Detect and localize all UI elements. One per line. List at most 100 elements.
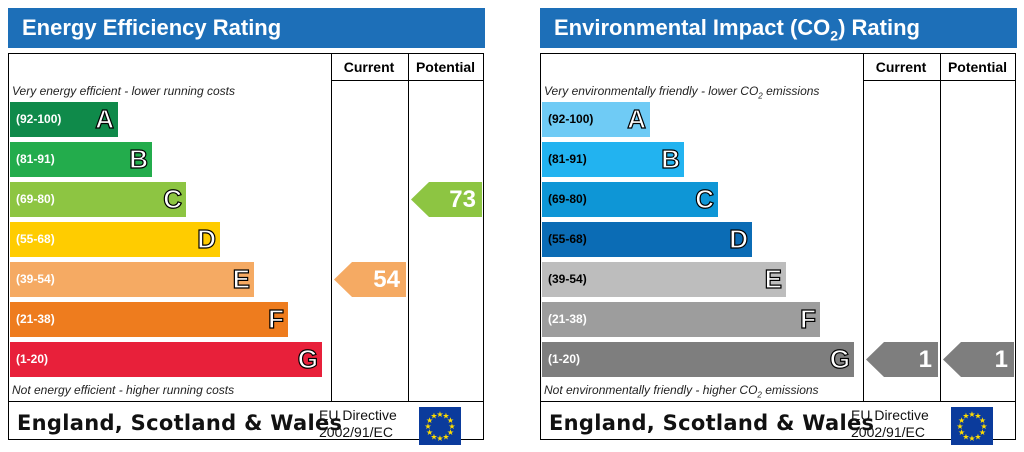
- energy-row-divider: [331, 80, 483, 81]
- env-band-letter: E: [764, 263, 783, 294]
- energy-footer-directive: EU Directive 2002/91/EC: [319, 407, 397, 441]
- eu-star-icon: ★: [968, 434, 975, 443]
- eu-star-icon: ★: [448, 422, 455, 431]
- eu-star-icon: ★: [436, 410, 443, 419]
- env-potential-rating-arrow: 1: [943, 342, 1014, 377]
- eu-star-icon: ★: [968, 410, 975, 419]
- env-band-c: (69-80) C: [542, 182, 718, 217]
- energy-directive-line2: 2002/91/EC: [319, 424, 393, 440]
- env-current-rating-value: 1: [918, 346, 932, 373]
- env-potential-header: Potential: [947, 59, 1008, 75]
- eu-star-icon: ★: [974, 432, 981, 441]
- eu-star-icon: ★: [442, 412, 449, 421]
- eu-star-icon: ★: [426, 428, 433, 437]
- env-band-letter: G: [829, 343, 850, 374]
- energy-band-letter: E: [232, 263, 251, 294]
- env-band-letter: A: [627, 103, 647, 134]
- eu-star-icon: ★: [430, 432, 437, 441]
- env-band-e: (39-54) E: [542, 262, 786, 297]
- env-current-header: Current: [875, 59, 927, 75]
- env-band-range: (92-100): [548, 112, 594, 126]
- energy-band-letter: A: [95, 103, 115, 134]
- energy-band-a: (92-100) A: [10, 102, 118, 137]
- env-grid: Current Potential Very environmentally f…: [540, 53, 1016, 445]
- env-band-letter: C: [695, 183, 715, 214]
- energy-band-b: (81-91) B: [10, 142, 152, 177]
- env-column-divider: [940, 54, 941, 402]
- env-band-a: (92-100) A: [542, 102, 650, 137]
- energy-row-divider: [9, 401, 483, 402]
- energy-band-g: (1-20) G: [10, 342, 322, 377]
- env-band-letter: F: [800, 303, 817, 334]
- energy-band-e: (39-54) E: [10, 262, 254, 297]
- energy-band-c: (69-80) C: [10, 182, 186, 217]
- env-band-d: (55-68) D: [542, 222, 752, 257]
- energy-band-range: (55-68): [16, 232, 55, 246]
- energy-band-range: (39-54): [16, 272, 55, 286]
- energy-potential-rating-arrow: 73: [411, 182, 482, 217]
- eu-stars-icon: ★★★★★★★★★★★★: [424, 410, 455, 443]
- energy-potential-rating-value: 73: [449, 186, 476, 213]
- env-footer-country: England, Scotland & Wales: [549, 411, 875, 435]
- energy-band-d: (55-68) D: [10, 222, 220, 257]
- env-band-range: (1-20): [548, 352, 581, 366]
- eu-star-icon: ★: [962, 432, 969, 441]
- env-band-range: (21-38): [548, 312, 587, 326]
- energy-band-range: (92-100): [16, 112, 62, 126]
- energy-band-letter: D: [197, 223, 217, 254]
- env-band-f: (21-38) F: [542, 302, 820, 337]
- energy-band-letter: G: [297, 343, 318, 374]
- energy-band-letter: B: [129, 143, 149, 174]
- eu-star-icon: ★: [447, 428, 454, 437]
- energy-column-divider: [408, 54, 409, 402]
- energy-title: Energy Efficiency Rating: [8, 8, 485, 48]
- env-footer-directive: EU Directive 2002/91/EC: [851, 407, 929, 441]
- energy-band-range: (1-20): [16, 352, 49, 366]
- eu-star-icon: ★: [980, 422, 987, 431]
- eu-stars-icon: ★★★★★★★★★★★★: [956, 410, 987, 443]
- eu-star-icon: ★: [979, 416, 986, 425]
- environmental-impact-panel: Environmental Impact (CO2) Rating Curren…: [540, 8, 1017, 448]
- energy-band-range: (69-80): [16, 192, 55, 206]
- env-row-divider: [541, 401, 1015, 402]
- energy-band-letter: F: [268, 303, 285, 334]
- env-band-b: (81-91) B: [542, 142, 684, 177]
- eu-star-icon: ★: [979, 428, 986, 437]
- energy-current-rating-value: 54: [373, 266, 400, 293]
- eu-star-icon: ★: [436, 434, 443, 443]
- env-potential-rating-value: 1: [994, 346, 1008, 373]
- env-title: Environmental Impact (CO2) Rating: [540, 8, 1017, 48]
- eu-star-icon: ★: [974, 412, 981, 421]
- env-band-letter: D: [729, 223, 749, 254]
- eu-star-icon: ★: [962, 412, 969, 421]
- eu-star-icon: ★: [958, 416, 965, 425]
- energy-top-caption: Very energy efficient - lower running co…: [12, 84, 235, 98]
- env-current-rating-arrow: 1: [866, 342, 938, 377]
- env-band-range: (69-80): [548, 192, 587, 206]
- env-band-g: (1-20) G: [542, 342, 854, 377]
- energy-footer-country: England, Scotland & Wales: [17, 411, 343, 435]
- env-bottom-caption: Not environmentally friendly - higher CO…: [544, 383, 819, 400]
- energy-potential-header: Potential: [415, 59, 476, 75]
- energy-band-range: (21-38): [16, 312, 55, 326]
- env-band-range: (55-68): [548, 232, 587, 246]
- eu-star-icon: ★: [447, 416, 454, 425]
- eu-star-icon: ★: [958, 428, 965, 437]
- energy-band-letter: C: [163, 183, 183, 214]
- energy-current-rating-arrow: 54: [334, 262, 406, 297]
- env-directive-line2: 2002/91/EC: [851, 424, 925, 440]
- energy-bottom-caption: Not energy efficient - higher running co…: [12, 383, 235, 397]
- env-directive-line1: EU Directive: [851, 407, 929, 423]
- energy-band-f: (21-38) F: [10, 302, 288, 337]
- env-top-caption: Very environmentally friendly - lower CO…: [544, 84, 820, 101]
- energy-band-range: (81-91): [16, 152, 55, 166]
- env-band-range: (81-91): [548, 152, 587, 166]
- env-row-divider: [863, 80, 1015, 81]
- energy-column-divider: [331, 54, 332, 402]
- eu-star-icon: ★: [424, 422, 431, 431]
- eu-star-icon: ★: [430, 412, 437, 421]
- energy-efficiency-panel: Energy Efficiency Rating Current Potenti…: [8, 8, 485, 448]
- eu-star-icon: ★: [956, 422, 963, 431]
- env-column-divider: [863, 54, 864, 402]
- eu-star-icon: ★: [426, 416, 433, 425]
